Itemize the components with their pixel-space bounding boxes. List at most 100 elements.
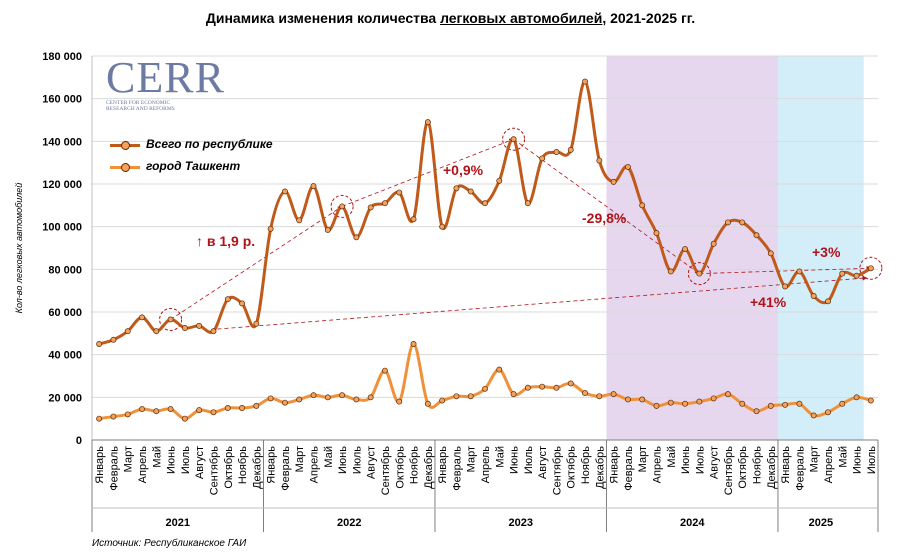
- x-tick-label: Август: [709, 446, 721, 479]
- title-part-3: , 2021-2025 гг.: [602, 10, 696, 26]
- data-point-total: [567, 146, 574, 153]
- data-point-total: [710, 240, 717, 247]
- y-tick-label: 40 000: [48, 350, 82, 362]
- highlight-circle: [859, 256, 883, 280]
- annotation-change-2024-2025: +3%: [812, 244, 841, 260]
- data-point-total: [553, 149, 560, 155]
- data-point-tashkent: [124, 411, 131, 418]
- x-tick-label: Май: [837, 446, 849, 468]
- data-point-total: [453, 185, 460, 192]
- x-tick-label: Июль: [694, 446, 706, 474]
- data-point-tashkent: [596, 393, 603, 400]
- y-tick-label: 0: [76, 435, 82, 447]
- data-point-tashkent: [524, 384, 531, 391]
- data-point-tashkent: [782, 401, 789, 408]
- x-tick-label: Июнь: [166, 446, 178, 474]
- data-point-tashkent: [482, 385, 488, 392]
- legend-label-tashkent: город Ташкент: [146, 159, 241, 173]
- data-point-total: [496, 177, 503, 184]
- data-point-total: [696, 270, 703, 277]
- data-point-tashkent: [496, 366, 503, 373]
- data-point-tashkent: [96, 415, 103, 422]
- data-point-total: [153, 328, 160, 335]
- x-tick-label: Октябрь: [566, 446, 578, 489]
- arrow-2023-2024: [513, 138, 700, 274]
- data-point-total: [596, 157, 603, 164]
- data-point-tashkent: [281, 399, 288, 406]
- x-tick-label: Май: [666, 446, 678, 468]
- annotation-change-2021-2025: +41%: [750, 294, 787, 310]
- data-point-tashkent: [539, 383, 546, 390]
- x-tick-label: Ноябрь: [409, 446, 421, 484]
- data-point-tashkent: [582, 390, 588, 397]
- data-point-total: [739, 219, 746, 226]
- chart-title: Динамика изменения количества легковых а…: [0, 10, 901, 26]
- data-point-total: [210, 328, 217, 335]
- data-point-total: [253, 320, 260, 327]
- data-point-tashkent: [739, 400, 746, 407]
- x-tick-label: Декабрь: [594, 446, 606, 489]
- x-tick-label: Апрель: [137, 446, 149, 484]
- x-tick-label: Ноябрь: [580, 446, 592, 484]
- data-point-tashkent: [110, 413, 117, 420]
- data-point-tashkent: [682, 400, 689, 407]
- data-point-total: [610, 178, 617, 185]
- data-point-tashkent: [696, 398, 703, 405]
- data-point-tashkent: [553, 384, 560, 391]
- data-point-tashkent: [139, 406, 145, 413]
- annotation-growth-2021-2022: ↑ в 1,9 р.: [196, 233, 255, 249]
- arrow-2021-2022: [170, 206, 343, 320]
- x-tick-label: Декабрь: [251, 446, 263, 489]
- arrow-2022-2023: [341, 138, 515, 207]
- data-point-tashkent: [624, 396, 631, 403]
- source-note: Источник: Республиканское ГАИ: [92, 538, 247, 549]
- data-point-total: [167, 316, 174, 323]
- data-point-tashkent: [181, 415, 188, 422]
- y-tick-label: 60 000: [48, 307, 82, 319]
- x-tick-label: Август: [194, 446, 206, 479]
- highlight-circle: [159, 307, 183, 331]
- data-point-tashkent: [167, 406, 174, 413]
- year-label: 2024: [680, 517, 705, 529]
- data-point-total: [810, 293, 817, 299]
- annotation-change-2022-2023: +0,9%: [443, 162, 484, 178]
- logo-subtitle-2: Research and Reforms: [106, 106, 175, 112]
- shade-2025: [777, 56, 864, 440]
- data-point-total: [224, 296, 231, 303]
- x-tick-label: Февраль: [280, 446, 292, 491]
- data-point-tashkent: [296, 396, 303, 403]
- data-point-tashkent: [510, 391, 517, 398]
- data-point-tashkent: [382, 367, 388, 374]
- x-tick-label: Январь: [609, 446, 621, 484]
- x-tick-label: Февраль: [794, 446, 806, 491]
- x-tick-label: Октябрь: [223, 446, 235, 489]
- data-point-total: [267, 225, 274, 232]
- data-point-tashkent: [396, 398, 403, 405]
- data-point-tashkent: [867, 397, 874, 404]
- x-tick-label: Декабрь: [766, 446, 778, 489]
- data-point-total: [410, 216, 417, 223]
- data-point-tashkent: [424, 400, 431, 407]
- x-tick-label: Октябрь: [394, 446, 406, 489]
- y-tick-label: 160 000: [42, 94, 82, 106]
- x-tick-label: Март: [294, 446, 306, 472]
- data-point-total: [653, 230, 660, 237]
- year-label: 2025: [809, 517, 833, 529]
- data-point-total: [281, 188, 288, 195]
- x-tick-label: Апрель: [651, 446, 663, 484]
- x-tick-label: Апрель: [480, 446, 492, 484]
- x-tick-label: Январь: [94, 446, 106, 484]
- data-point-total: [96, 341, 103, 347]
- x-tick-label: Январь: [437, 446, 449, 484]
- x-tick-label: Май: [323, 446, 335, 468]
- data-point-total: [196, 322, 203, 329]
- y-tick-label: 100 000: [42, 222, 82, 234]
- y-tick-label: 80 000: [48, 264, 82, 276]
- logo-name: CERR: [106, 53, 225, 102]
- x-tick-label: Март: [637, 446, 649, 472]
- x-tick-label: Апрель: [823, 446, 835, 484]
- year-label: 2021: [166, 517, 190, 529]
- x-tick-label: Январь: [780, 446, 792, 484]
- data-point-total: [539, 155, 546, 162]
- data-point-total: [296, 217, 303, 224]
